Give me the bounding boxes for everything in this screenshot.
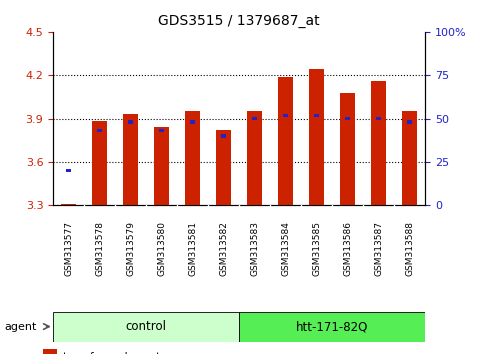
Text: GSM313580: GSM313580 [157,221,166,276]
Text: htt-171-82Q: htt-171-82Q [296,320,368,333]
Bar [66,169,71,172]
FancyBboxPatch shape [239,312,425,342]
Bar [278,77,293,205]
Text: GSM313584: GSM313584 [281,221,290,276]
Bar [314,114,319,117]
Text: GSM313586: GSM313586 [343,221,352,276]
Bar [185,112,200,205]
Text: GSM313585: GSM313585 [312,221,321,276]
Text: GSM313578: GSM313578 [95,221,104,276]
Text: GSM313579: GSM313579 [126,221,135,276]
Text: GSM313588: GSM313588 [405,221,414,276]
Text: GSM313581: GSM313581 [188,221,197,276]
Bar [376,117,381,120]
Text: control: control [126,320,167,333]
Bar [128,120,133,124]
Bar [309,69,324,205]
Bar [159,129,164,132]
Text: agent: agent [5,321,37,332]
Title: GDS3515 / 1379687_at: GDS3515 / 1379687_at [158,14,320,28]
Text: GSM313577: GSM313577 [64,221,73,276]
Bar [247,112,262,205]
Bar [407,120,412,124]
Bar [61,204,76,205]
FancyBboxPatch shape [53,312,239,342]
Bar [154,127,170,205]
Bar [221,135,226,137]
Bar [97,129,102,132]
Text: GSM313582: GSM313582 [219,221,228,276]
Bar [283,114,288,117]
Bar [190,120,195,124]
Bar [92,121,107,205]
Text: transformed count: transformed count [63,352,160,354]
Bar [43,349,57,354]
Bar [340,92,355,205]
Bar [123,114,138,205]
Bar [252,117,257,120]
Bar [345,117,350,120]
Bar [216,130,231,205]
Text: GSM313587: GSM313587 [374,221,383,276]
Text: GSM313583: GSM313583 [250,221,259,276]
Bar [402,112,417,205]
Bar [371,81,386,205]
